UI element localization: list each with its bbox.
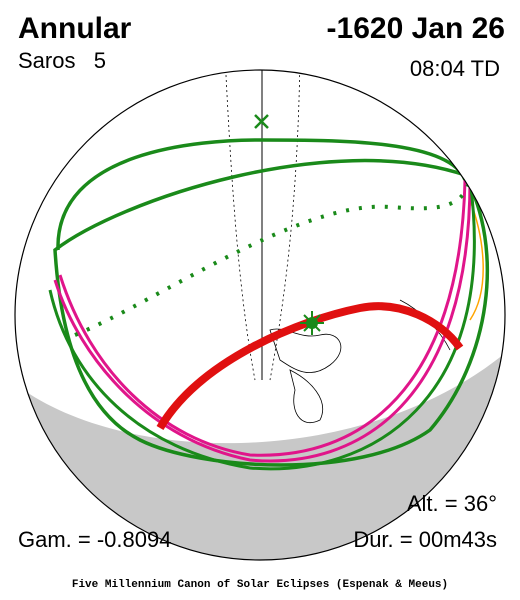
globe bbox=[14, 69, 506, 561]
max-eclipse-line bbox=[74, 184, 470, 337]
coastline bbox=[289, 369, 323, 423]
gamma: Gam. = -0.8094 bbox=[18, 527, 171, 552]
footer: Five Millennium Canon of Solar Eclipses … bbox=[72, 579, 448, 591]
penumbra-limit bbox=[53, 158, 489, 467]
altitude: Alt. = 36° bbox=[407, 491, 497, 516]
duration: Dur. = 00m43s bbox=[353, 527, 497, 552]
eclipse-type: Annular bbox=[18, 12, 132, 45]
saros: Saros 5 bbox=[18, 48, 106, 73]
greatest-eclipse bbox=[300, 311, 324, 335]
subsolar-point bbox=[254, 114, 269, 129]
path-limit bbox=[48, 179, 476, 471]
time: 08:04 TD bbox=[410, 56, 500, 81]
central-line bbox=[156, 302, 464, 431]
penumbra-limit bbox=[56, 138, 467, 251]
coastline bbox=[269, 328, 342, 374]
eclipse-date: -1620 Jan 26 bbox=[327, 12, 505, 45]
